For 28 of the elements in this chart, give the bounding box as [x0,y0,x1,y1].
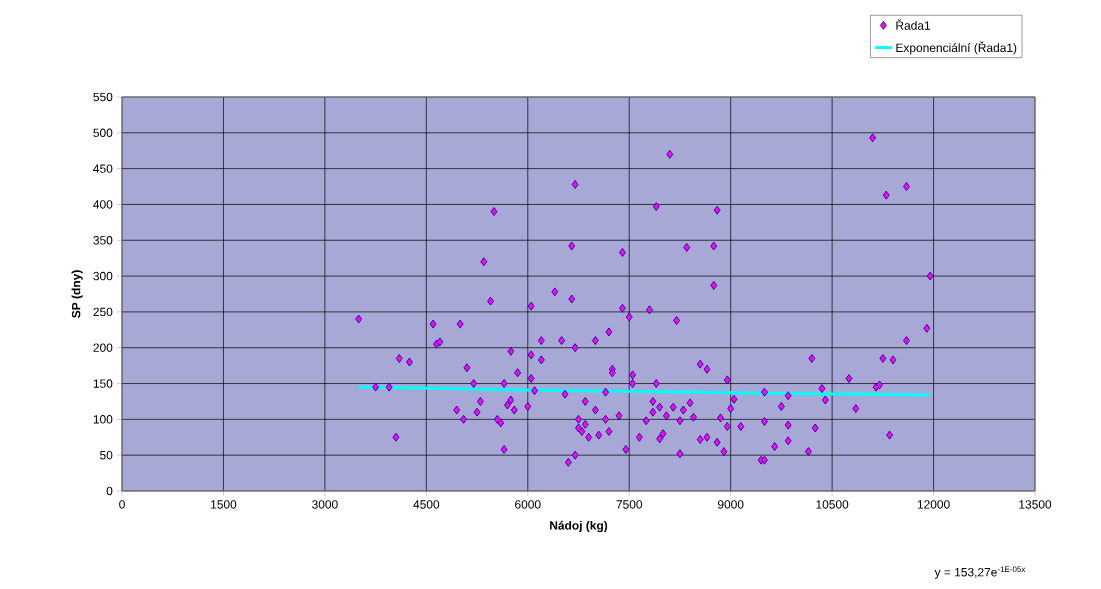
y-tick-label: 500 [93,128,113,138]
x-tick-label: 3000 [312,500,338,509]
y-tick-label: 100 [93,415,113,424]
x-axis-title: Nádoj (kg) [550,520,608,533]
y-tick-label: 200 [93,343,113,352]
y-tick-label: 150 [93,379,113,388]
y-tick-label: 300 [93,271,113,281]
x-tick-label: 7500 [616,500,643,509]
y-tick-label: 0 [106,486,113,496]
legend-label: Řada1 [896,19,931,30]
y-axis-title: SP (dny) [71,270,83,318]
x-tick-label: 12000 [917,500,950,509]
y-tick-label: 350 [93,236,113,245]
x-tick-label: 0 [119,500,125,509]
x-tick-label: 1500 [211,500,237,509]
x-tick-label: 10500 [816,500,849,509]
y-tick-label: 400 [93,200,113,209]
x-tick-label: 13500 [1019,500,1052,509]
y-tick-label: 550 [93,92,113,102]
x-tick-label: 6000 [515,500,541,509]
y-tick-label: 50 [100,450,113,460]
y-tick-label: 250 [93,307,113,317]
line-series [357,385,932,397]
x-tick-label: 4500 [413,500,440,509]
x-tick-label: 9000 [717,500,744,509]
text: y = 153,27e$^{-1E-05x}$ [934,566,1026,579]
legend-label: Exponenciální (Řada1) [896,41,1017,55]
y-tick-label: 450 [93,164,113,173]
